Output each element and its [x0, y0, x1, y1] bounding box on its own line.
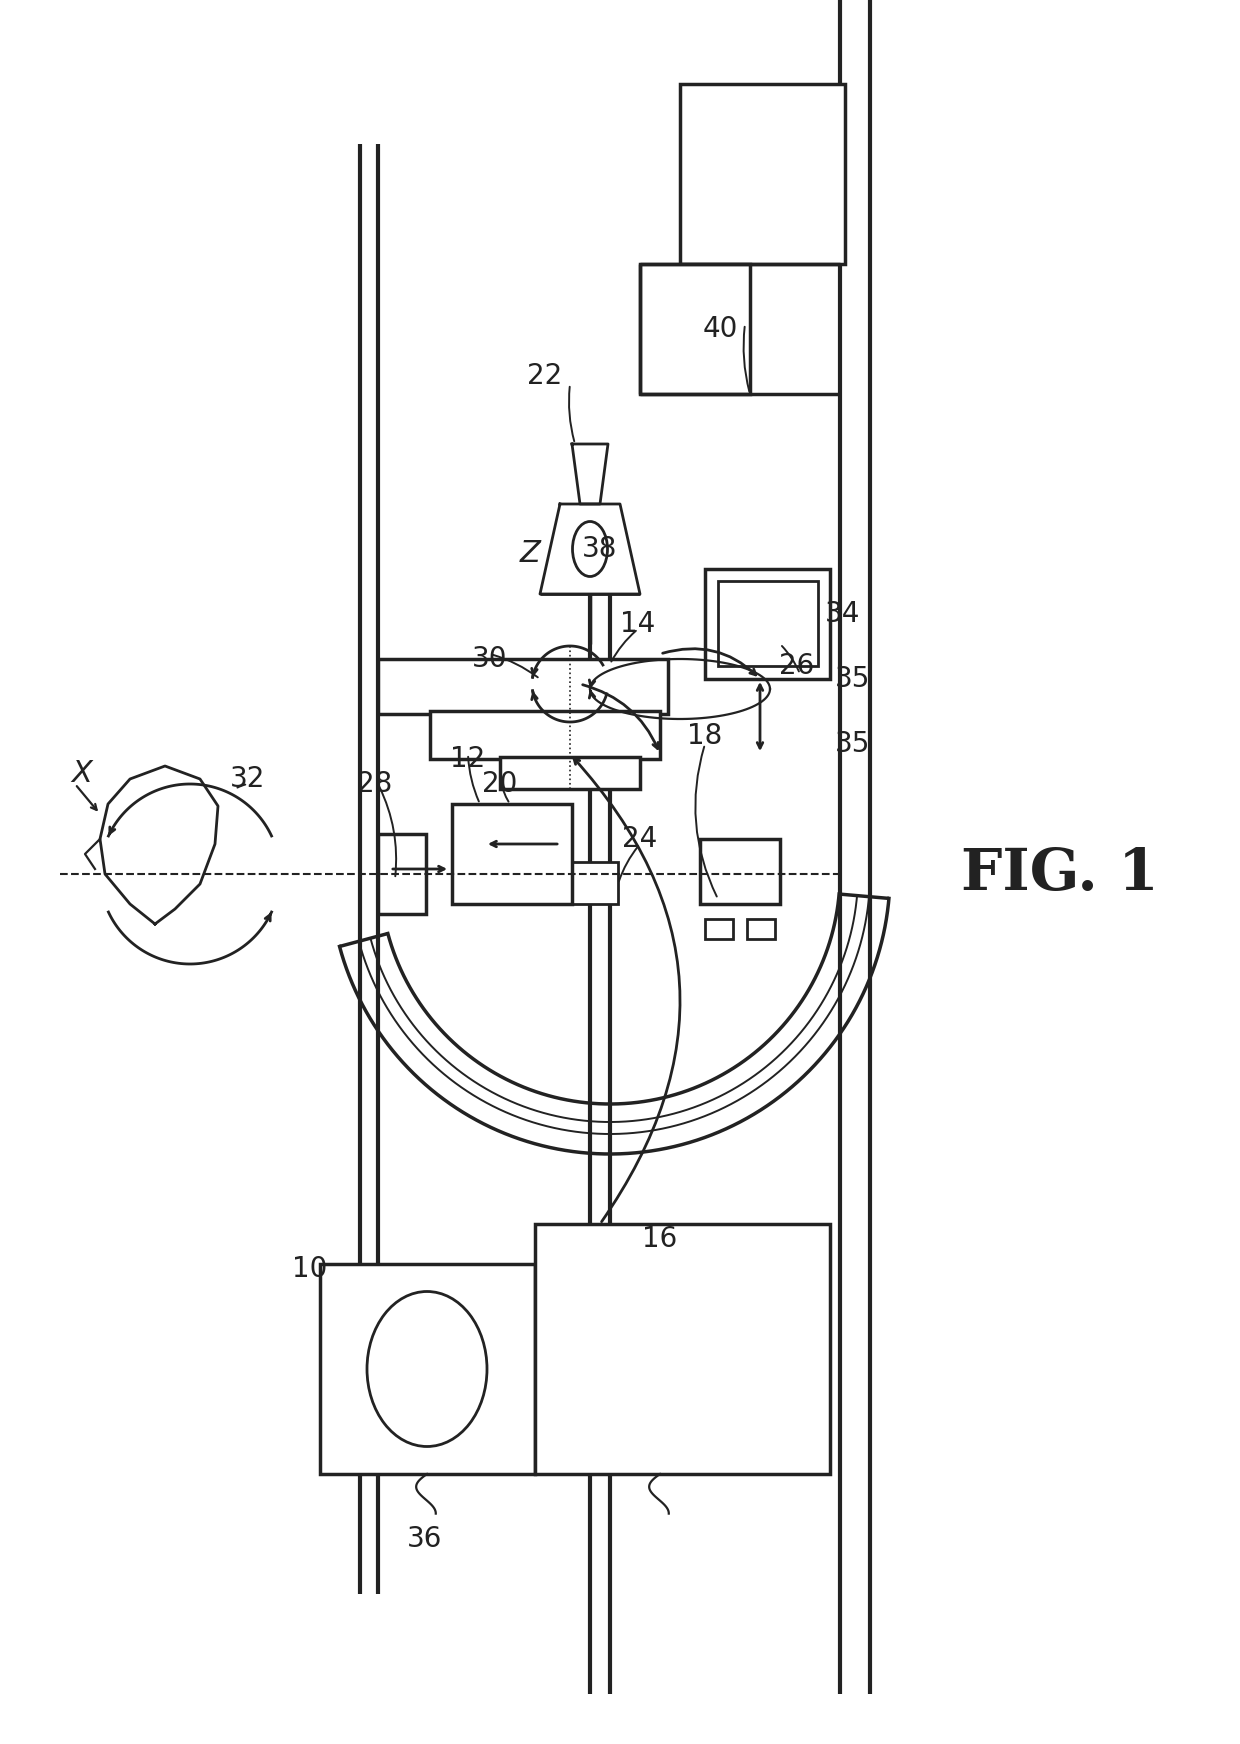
Text: 35: 35 [836, 731, 870, 759]
Text: 26: 26 [780, 652, 815, 680]
Text: 16: 16 [642, 1224, 677, 1252]
Text: 22: 22 [527, 363, 563, 391]
Ellipse shape [573, 521, 608, 577]
Text: 12: 12 [450, 745, 486, 773]
Text: 40: 40 [702, 316, 738, 344]
Bar [701, 839, 780, 903]
Text: 32: 32 [231, 766, 265, 794]
Text: 14: 14 [620, 610, 656, 638]
Bar [320, 1264, 534, 1474]
Text: 38: 38 [583, 535, 618, 563]
Text: FIG. 1: FIG. 1 [961, 846, 1159, 902]
Text: 20: 20 [482, 771, 517, 799]
Bar [706, 919, 733, 938]
Bar [746, 919, 775, 938]
Bar [500, 757, 640, 788]
Ellipse shape [367, 1292, 487, 1446]
Bar [718, 581, 818, 666]
Bar [640, 263, 750, 394]
Bar [534, 1224, 830, 1474]
Bar [378, 659, 668, 713]
Polygon shape [572, 445, 608, 504]
Bar [453, 804, 572, 903]
Bar [430, 712, 660, 759]
Bar [558, 862, 618, 903]
Bar [706, 569, 830, 678]
Text: 24: 24 [622, 825, 657, 853]
Bar [680, 84, 844, 263]
Text: Z: Z [520, 539, 541, 569]
Text: 36: 36 [407, 1524, 443, 1552]
Text: 34: 34 [826, 600, 861, 628]
Text: 35: 35 [836, 664, 870, 692]
Bar [378, 834, 427, 914]
Polygon shape [539, 504, 640, 595]
Text: 28: 28 [357, 771, 393, 799]
Text: X: X [72, 759, 93, 788]
Text: 18: 18 [687, 722, 723, 750]
Text: 30: 30 [472, 645, 507, 673]
Text: 10: 10 [293, 1256, 327, 1284]
